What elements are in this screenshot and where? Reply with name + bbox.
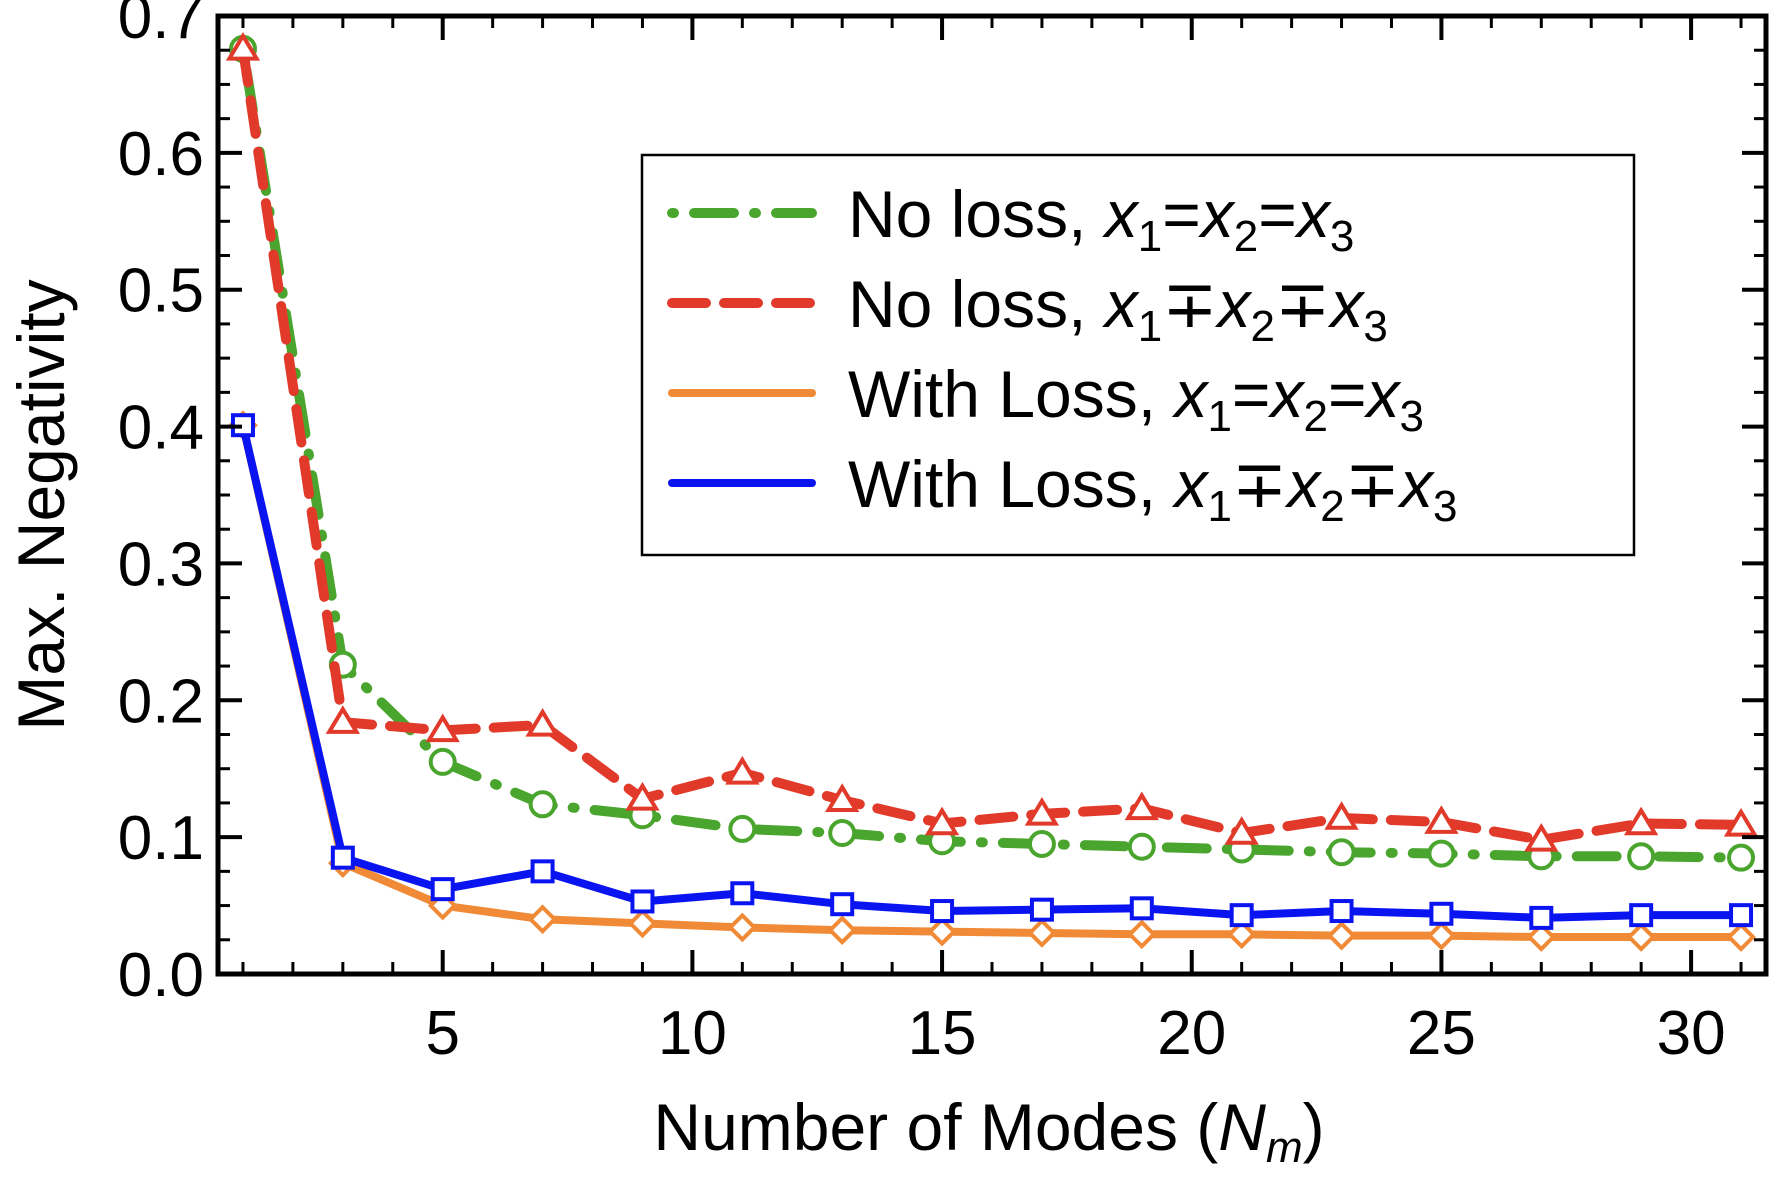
data-point-loss-unequal [530, 859, 555, 884]
data-point-loss-unequal [1129, 896, 1154, 921]
series-loss-unequal [230, 413, 1754, 930]
x-axis-label-close: ) [1303, 1090, 1325, 1164]
data-point-noloss-equal [1727, 843, 1756, 872]
data-point-noloss-equal [1327, 838, 1356, 867]
y-axis-label: Max. Negativity [4, 279, 78, 730]
data-point-noloss-unequal [1524, 822, 1559, 852]
series-layer [225, 31, 1759, 952]
data-point-loss-unequal [830, 892, 855, 917]
legend-box [640, 153, 1636, 557]
data-point-noloss-unequal [1224, 816, 1259, 845]
series-noloss-unequal [225, 31, 1759, 852]
x-axis-label-variable: N [1218, 1090, 1266, 1164]
x-tick-label: 25 [1407, 999, 1476, 1068]
data-point-loss-equal [1027, 918, 1057, 948]
data-point-loss-equal [627, 908, 658, 939]
x-axis-label: Number of Modes (Nm) [653, 1090, 1324, 1172]
data-point-noloss-equal [1027, 829, 1056, 858]
data-point-noloss-equal [1627, 842, 1656, 871]
legend-label-loss-unequal: With Loss, x1∓x2∓x3 [848, 447, 1458, 531]
data-point-loss-unequal [1029, 897, 1054, 922]
data-point-loss-unequal [730, 881, 755, 906]
data-point-loss-equal [1526, 922, 1557, 952]
data-point-loss-equal [927, 916, 957, 947]
data-point-noloss-equal [828, 819, 857, 848]
data-point-noloss-unequal [625, 781, 660, 811]
data-point-noloss-unequal [1723, 807, 1759, 837]
legend-label-noloss-equal: No loss, x1=x2=x3 [848, 177, 1354, 261]
data-point-noloss-equal [528, 790, 557, 819]
data-point-loss-equal [1326, 920, 1357, 951]
series-line-loss-unequal [238, 421, 1746, 922]
data-point-loss-equal [827, 915, 858, 946]
data-point-loss-unequal [1229, 903, 1254, 928]
data-point-noloss-equal [428, 747, 457, 776]
y-tick-label: 0.1 [118, 804, 204, 873]
data-point-loss-equal [1726, 922, 1756, 952]
legend-label-noloss-unequal: No loss, x1∓x2∓x3 [848, 267, 1388, 351]
y-tick-label: 0.0 [118, 941, 204, 1010]
legend-label-loss-equal: With Loss, x1=x2=x3 [848, 357, 1424, 441]
data-point-noloss-unequal [225, 31, 261, 61]
data-point-noloss-unequal [1623, 806, 1659, 836]
data-point-noloss-unequal [725, 755, 760, 785]
y-tick-label: 0.5 [118, 257, 204, 326]
x-tick-label: 15 [908, 999, 977, 1068]
x-tick-label: 30 [1657, 999, 1726, 1068]
data-point-loss-equal [1426, 920, 1457, 951]
series-line-noloss-equal [237, 43, 1747, 863]
data-point-loss-unequal [930, 899, 955, 924]
y-tick-label: 0.4 [118, 394, 204, 463]
data-point-noloss-equal [728, 814, 757, 843]
data-point-noloss-equal [1127, 832, 1156, 861]
y-tick-label: 0.6 [118, 120, 204, 189]
data-point-loss-unequal [1529, 905, 1554, 930]
data-point-loss-equal [1226, 919, 1257, 950]
data-point-noloss-unequal [325, 705, 361, 734]
series-line-noloss-unequal [237, 43, 1747, 845]
y-tick-label: 0.3 [118, 530, 204, 599]
data-point-loss-equal [727, 912, 758, 943]
series-line-loss-equal [238, 421, 1746, 942]
data-point-noloss-unequal [525, 708, 560, 737]
data-point-noloss-unequal [1424, 805, 1459, 834]
data-point-loss-equal [1126, 919, 1157, 950]
x-axis-label-subscript: m [1266, 1123, 1303, 1172]
x-tick-label: 5 [425, 999, 459, 1068]
data-point-noloss-unequal [1324, 801, 1359, 830]
y-tick-label: 0.7 [118, 0, 204, 52]
x-tick-label: 20 [1157, 999, 1226, 1068]
data-point-loss-unequal [1429, 901, 1454, 926]
data-point-noloss-equal [1427, 839, 1456, 868]
data-point-loss-equal [1626, 922, 1656, 952]
data-point-noloss-unequal [1024, 796, 1060, 826]
data-point-noloss-unequal [425, 713, 460, 743]
data-point-loss-equal [527, 904, 558, 935]
data-point-noloss-unequal [1124, 791, 1159, 821]
data-point-loss-unequal [1629, 903, 1654, 928]
data-point-loss-unequal [1729, 903, 1754, 928]
data-point-loss-unequal [330, 845, 355, 870]
data-point-loss-unequal [630, 889, 655, 914]
x-tick-label: 10 [658, 999, 727, 1068]
data-point-noloss-unequal [825, 783, 860, 812]
axes-layer: 0.0 0.1 0.2 0.3 0.4 0.5 0.6 0.7 5 10 15 20 25 30 [118, 0, 1769, 1068]
data-point-loss-unequal [1329, 899, 1354, 924]
x-axis-label-main: Number of Modes ( [653, 1090, 1218, 1164]
data-point-loss-unequal [430, 877, 455, 902]
y-tick-label: 0.2 [118, 667, 204, 736]
data-point-noloss-unequal [924, 806, 960, 836]
